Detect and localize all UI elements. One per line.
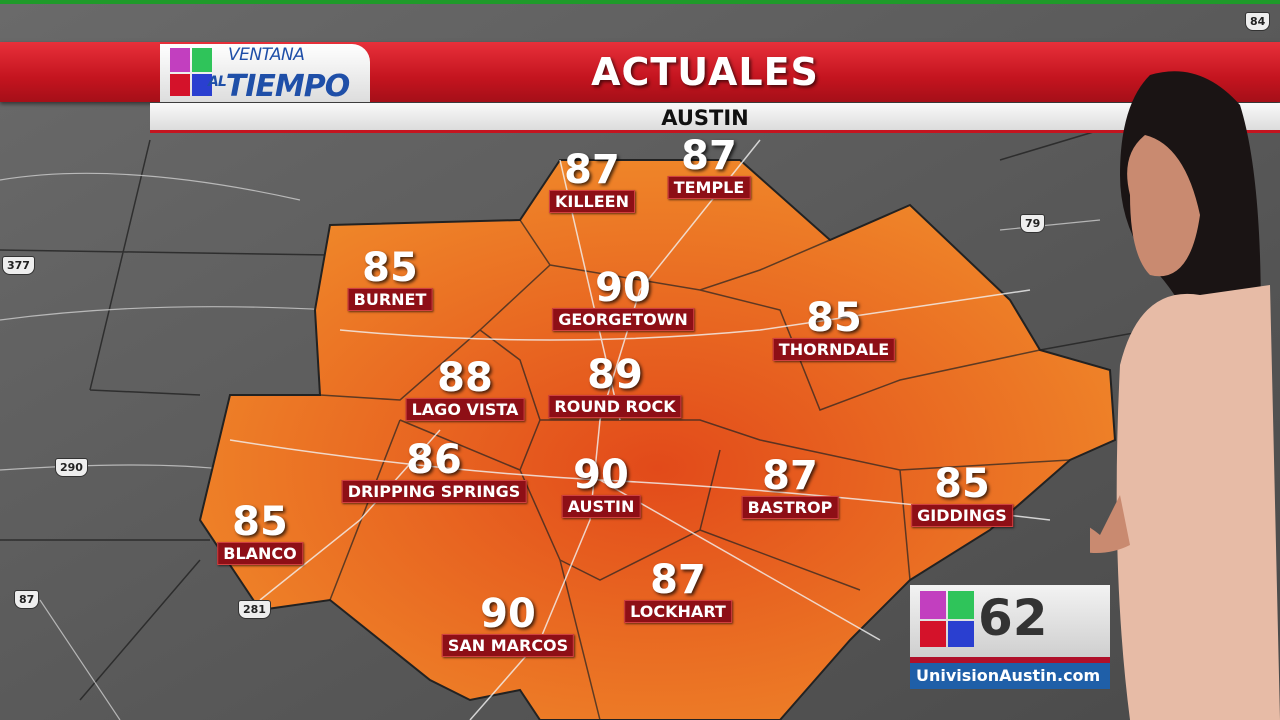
highway-shield-icon: 87 [14, 590, 40, 609]
temperature: 87 [762, 453, 818, 499]
univision-logo-icon [920, 591, 974, 647]
temperature: 87 [564, 147, 620, 193]
city-name: BURNET [347, 288, 433, 311]
city-burnet: 85 BURNET [347, 245, 433, 311]
highway-shield-icon: 281 [238, 600, 271, 619]
station-logo: 62 [910, 585, 1110, 663]
channel-number: 62 [978, 589, 1048, 647]
temperature: 90 [573, 452, 629, 498]
region-subtitle: AUSTIN [661, 106, 749, 130]
city-name: LAGO VISTA [405, 398, 525, 421]
city-name: KILLEEN [549, 190, 635, 213]
temperature: 85 [362, 245, 418, 291]
temperature: 90 [595, 265, 651, 311]
city-name: GEORGETOWN [552, 308, 694, 331]
temperature: 90 [480, 591, 536, 637]
city-name: GIDDINGS [911, 504, 1013, 527]
city-name: LOCKHART [624, 600, 732, 623]
city-name: ROUND ROCK [548, 395, 682, 418]
highway-shield-icon: 79 [1020, 214, 1046, 233]
city-temple: 87 TEMPLE [667, 133, 751, 199]
city-name: BASTROP [741, 496, 839, 519]
city-bastrop: 87 BASTROP [741, 453, 839, 519]
city-name: DRIPPING SPRINGS [341, 480, 527, 503]
city-lago-vista: 88 LAGO VISTA [405, 355, 525, 421]
city-name: BLANCO [217, 542, 303, 565]
brand-line2: ALTIEMPO [208, 69, 350, 104]
city-name: THORNDALE [772, 338, 896, 361]
temperature: 85 [232, 499, 288, 545]
brand-line1: VENTANA [228, 45, 305, 65]
city-lockhart: 87 LOCKHART [624, 560, 732, 623]
city-dripping-springs: 86 DRIPPING SPRINGS [341, 437, 527, 503]
temperature: 85 [934, 461, 990, 507]
city-name: SAN MARCOS [441, 634, 575, 657]
temperature: 85 [806, 295, 862, 341]
temperature: 87 [650, 557, 706, 603]
top-accent-bar [0, 0, 1280, 4]
page-title: ACTUALES [591, 50, 819, 94]
presenter [1090, 71, 1280, 720]
city-name: TEMPLE [667, 176, 751, 199]
city-austin: 90 AUSTIN [561, 452, 641, 518]
highway-shield-icon: 290 [55, 458, 88, 477]
city-name: AUSTIN [561, 495, 641, 518]
city-killeen: 87 KILLEEN [549, 150, 635, 213]
highway-shield-icon: 377 [2, 256, 35, 275]
ventana-al-tiempo-logo: VENTANA ALTIEMPO [160, 44, 370, 104]
city-round-rock: 89 ROUND ROCK [548, 352, 682, 418]
city-giddings: 85 GIDDINGS [911, 464, 1013, 527]
temperature: 88 [437, 355, 493, 401]
temperature: 89 [587, 352, 643, 398]
city-thorndale: 85 THORNDALE [772, 295, 896, 361]
temperature: 87 [681, 133, 737, 179]
subtitle-bar [150, 103, 1280, 133]
highway-shield-icon: 84 [1245, 12, 1271, 31]
univision-logo-icon [170, 48, 212, 96]
temperature: 86 [406, 437, 462, 483]
city-san-marcos: 90 SAN MARCOS [441, 591, 575, 657]
city-georgetown: 90 GEORGETOWN [552, 268, 694, 331]
city-blanco: 85 BLANCO [217, 502, 303, 565]
station-website: UnivisionAustin.com [910, 663, 1110, 689]
